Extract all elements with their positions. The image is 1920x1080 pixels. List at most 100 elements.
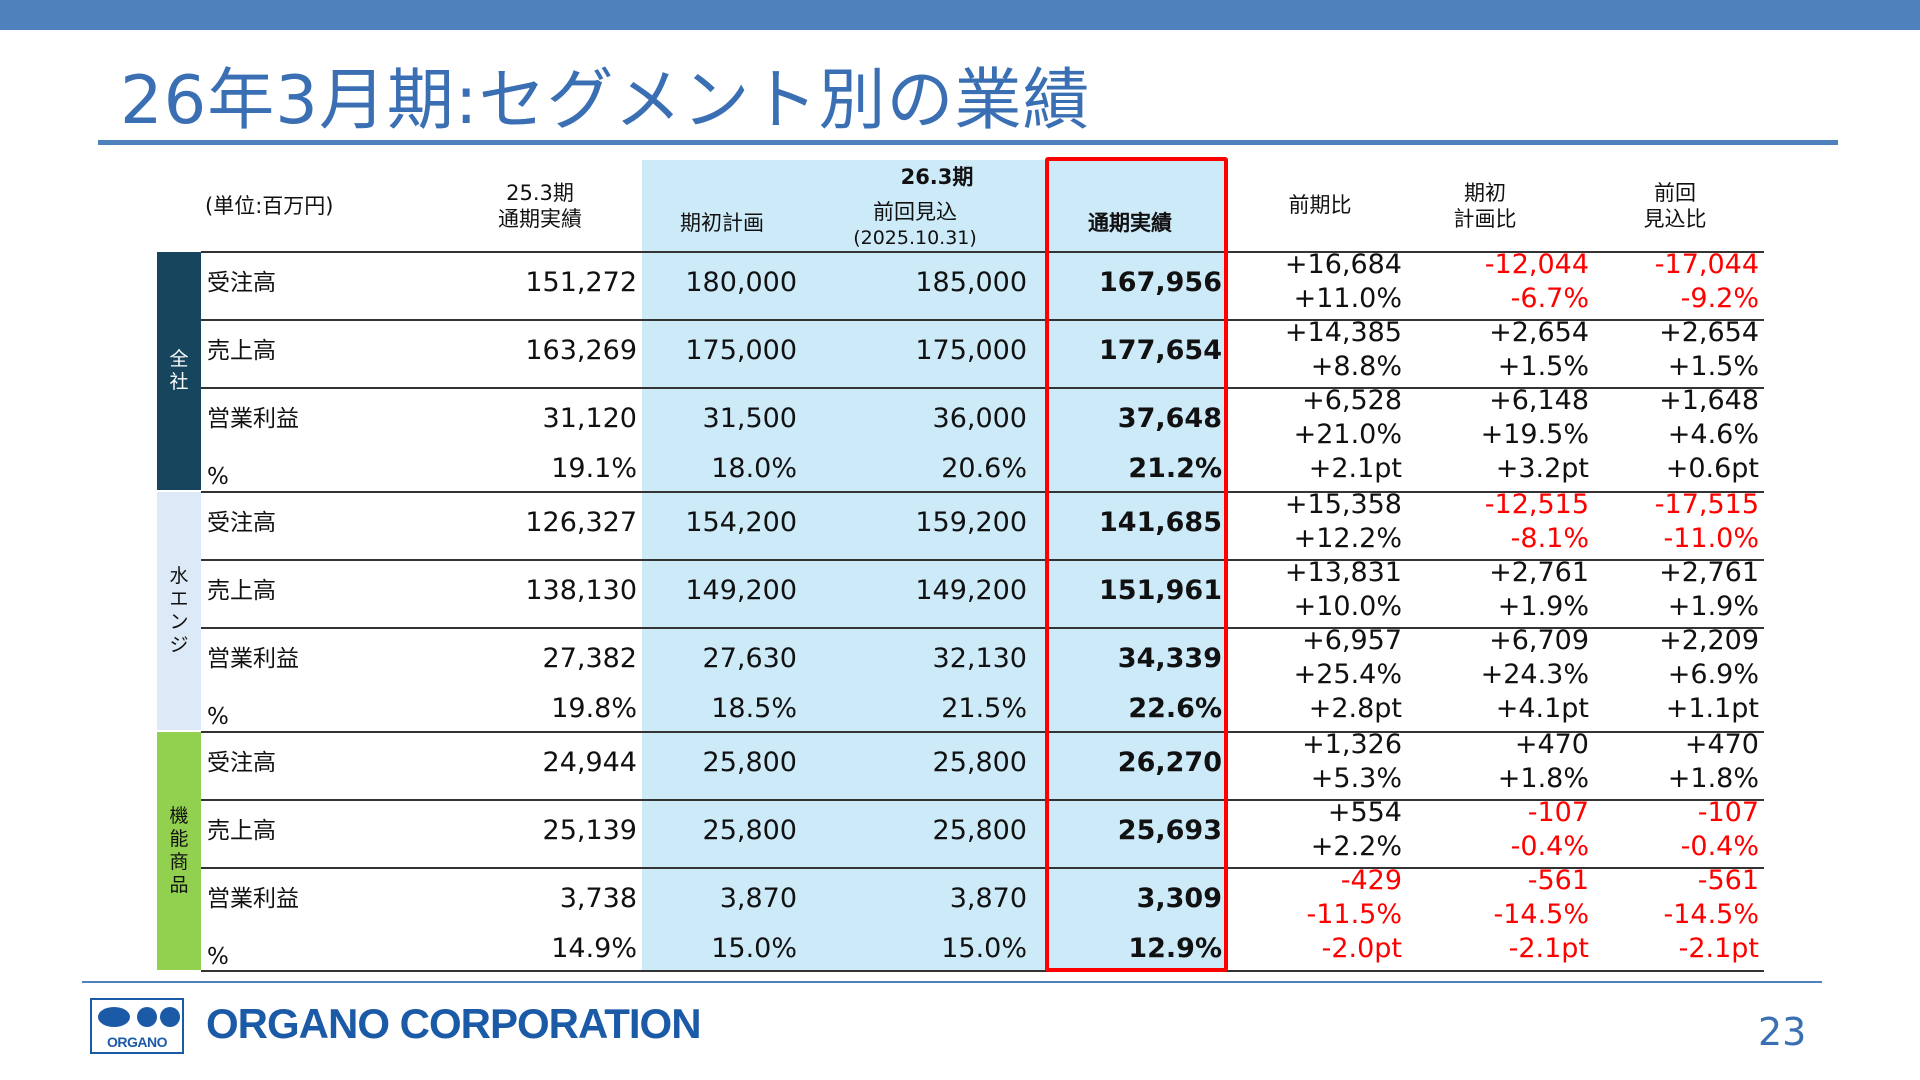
page-title: 26年3月期:セグメント別の業績 (120, 61, 1091, 139)
value-cell: 25,139 (542, 815, 637, 846)
diff-cell: +2,209 (1659, 625, 1759, 656)
diff-cell: -14.5% (1663, 899, 1759, 930)
row-divider (201, 627, 1764, 629)
margin-cell: 19.8% (551, 693, 637, 724)
value-cell: 185,000 (915, 267, 1027, 298)
diff-cell: +14,385 (1284, 317, 1402, 348)
logo-dots-icon (98, 1007, 180, 1027)
segment-water-char: 水 (169, 565, 189, 587)
margin-label: % (207, 944, 229, 970)
title-underline (98, 140, 1838, 145)
value-cell: 149,200 (685, 575, 797, 606)
segment-func-char: 機 (169, 805, 189, 827)
value-cell: 25,800 (702, 815, 797, 846)
value-cell: 32,130 (932, 643, 1027, 674)
row-divider (201, 387, 1764, 389)
diff-cell: +21.0% (1293, 419, 1402, 450)
margin-label: % (207, 704, 229, 730)
value-cell: 31,120 (542, 403, 637, 434)
diff-cell: +2,761 (1489, 557, 1589, 588)
diff-cell: +6,148 (1489, 385, 1589, 416)
diff-cell: +2,761 (1659, 557, 1759, 588)
diff-cell: +15,358 (1284, 489, 1402, 520)
segment-water-char: ジ (169, 634, 189, 656)
segment-func-char: 商 (169, 851, 189, 873)
diff-cell: +1.9% (1497, 591, 1589, 622)
value-cell: 34,339 (1117, 643, 1222, 674)
header-initial-plan: 期初計画 (680, 211, 764, 235)
actual-column-highlight (1045, 157, 1228, 972)
diff-cell: +6,528 (1302, 385, 1402, 416)
diff-cell: +6,709 (1489, 625, 1589, 656)
header-vs-forecast-line1: 前回 (1654, 181, 1696, 205)
fy26-column-band (642, 160, 1225, 970)
diff-cell: +2.2% (1310, 831, 1402, 862)
diff-cell: +10.0% (1293, 591, 1402, 622)
diff-cell: +13,831 (1284, 557, 1402, 588)
margin-label: % (207, 464, 229, 490)
segment-total-char: 社 (169, 371, 189, 393)
footer-rule (82, 981, 1822, 983)
segment-label-functional-products: 機 能 商 品 (157, 732, 201, 970)
value-cell: 25,693 (1117, 815, 1222, 846)
organo-logo-mark: ORGANO (90, 998, 184, 1054)
margin-cell: 12.9% (1128, 933, 1222, 964)
diff-cell: -8.1% (1510, 523, 1589, 554)
value-cell: 27,382 (542, 643, 637, 674)
row-divider (201, 799, 1764, 801)
row-divider (201, 491, 1764, 493)
diff-cell: -11.0% (1663, 523, 1759, 554)
page-number: 23 (1758, 1010, 1807, 1054)
diff-cell: -107 (1697, 797, 1759, 828)
value-cell: 138,130 (525, 575, 637, 606)
diff-cell: -0.4% (1510, 831, 1589, 862)
diff-cell: +1.5% (1667, 351, 1759, 382)
margin-cell: 15.0% (711, 933, 797, 964)
row-label: 受注高 (207, 510, 276, 536)
diff-cell: -429 (1340, 865, 1402, 896)
value-cell: 3,870 (949, 883, 1027, 914)
value-cell: 3,309 (1136, 883, 1222, 914)
value-cell: 177,654 (1099, 335, 1222, 366)
header-prev-year-line1: 25.3期 (506, 181, 574, 205)
diff-cell: +16,684 (1284, 249, 1402, 280)
diff-cell: +1.8% (1497, 763, 1589, 794)
header-prev-forecast: 前回見込 (2025.10.31) (820, 199, 1010, 251)
value-cell: 175,000 (685, 335, 797, 366)
diff-cell: +470 (1514, 729, 1589, 760)
segment-func-char: 能 (169, 828, 189, 850)
header-fy26-group: 26.3期 (900, 165, 974, 189)
value-cell: 159,200 (915, 507, 1027, 538)
margin-cell: 22.6% (1128, 693, 1222, 724)
header-prev-year: 25.3期 通期実績 (470, 180, 610, 232)
diff-cell: +8.8% (1310, 351, 1402, 382)
row-label: 受注高 (207, 750, 276, 776)
margin-diff-cell: -2.0pt (1321, 933, 1402, 964)
row-label: 売上高 (207, 578, 276, 604)
value-cell: 24,944 (542, 747, 637, 778)
margin-diff-cell: -2.1pt (1508, 933, 1589, 964)
margin-diff-cell: +4.1pt (1495, 693, 1589, 724)
diff-cell: +1.8% (1667, 763, 1759, 794)
diff-cell: +25.4% (1293, 659, 1402, 690)
value-cell: 163,269 (525, 335, 637, 366)
value-cell: 151,961 (1099, 575, 1222, 606)
margin-cell: 14.9% (551, 933, 637, 964)
diff-cell: -12,515 (1484, 489, 1589, 520)
diff-cell: +1.5% (1497, 351, 1589, 382)
margin-cell: 21.2% (1128, 453, 1222, 484)
value-cell: 3,870 (719, 883, 797, 914)
margin-cell: 19.1% (551, 453, 637, 484)
header-vs-forecast: 前回 見込比 (1610, 180, 1740, 232)
diff-cell: -17,044 (1654, 249, 1759, 280)
diff-cell: +19.5% (1480, 419, 1589, 450)
diff-cell: +6,957 (1302, 625, 1402, 656)
unit-label: (単位:百万円) (205, 194, 334, 218)
value-cell: 25,800 (702, 747, 797, 778)
header-yoy: 前期比 (1288, 193, 1352, 217)
value-cell: 26,270 (1117, 747, 1222, 778)
value-cell: 154,200 (685, 507, 797, 538)
header-full-year-actual: 通期実績 (1088, 211, 1172, 235)
diff-cell: +1,648 (1659, 385, 1759, 416)
value-cell: 175,000 (915, 335, 1027, 366)
